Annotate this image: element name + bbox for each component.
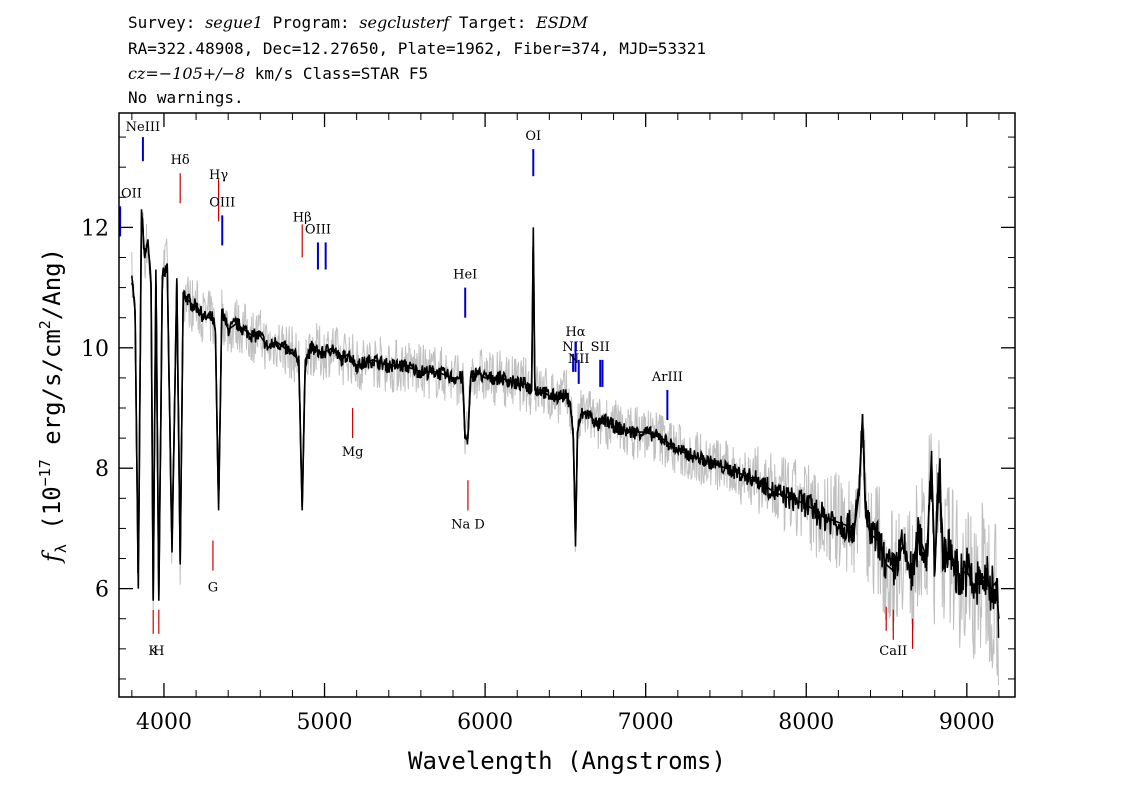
x-tick-label: 5000	[297, 710, 353, 735]
line-label: NII	[568, 352, 590, 367]
line-label: HeI	[453, 268, 477, 283]
plot-frame	[118, 112, 1016, 698]
x-tick-label: 7000	[618, 710, 674, 735]
program-value: segclusterf	[359, 13, 450, 32]
line-label: OIII	[305, 222, 331, 237]
line-label: H	[153, 644, 164, 659]
class-text: km/s Class=STAR F5	[245, 64, 429, 83]
x-tick-label: 4000	[136, 710, 192, 735]
plot-content: NeIIIHδHγOIIIHβOIIIOIHeINIIHαNIISIIArIII…	[119, 120, 1000, 686]
header-warnings: No warnings.	[128, 88, 244, 107]
program-label: Program:	[272, 13, 350, 32]
y-axis-label: fλ (10−17 erg/s/cm2/Ang)	[36, 248, 70, 564]
target-label: Target:	[458, 13, 527, 32]
cz-value: −105+/−8	[158, 64, 246, 83]
line-label: Hα	[565, 325, 585, 340]
y-label-exp: −17	[36, 459, 54, 486]
line-label: ArIII	[651, 370, 683, 385]
y-label-exp2: 2	[36, 320, 54, 329]
flux-series	[131, 214, 1000, 638]
cz-label: cz=	[128, 64, 159, 83]
line-label: OII	[121, 186, 142, 201]
x-tick-label: 8000	[778, 710, 834, 735]
line-label: Hγ	[209, 168, 228, 183]
x-axis-label: Wavelength (Angstroms)	[408, 747, 726, 775]
line-label: K	[148, 644, 158, 659]
y-tick-label: 10	[81, 337, 109, 362]
line-label: Mg	[342, 445, 364, 460]
y-label-pre: (10	[38, 486, 66, 544]
line-label: SII	[591, 340, 610, 355]
survey-value: segue1	[205, 13, 263, 32]
y-tick-label: 12	[81, 216, 109, 241]
line-label: CaII	[879, 644, 907, 659]
line-label: OI	[525, 129, 541, 144]
y-tick-label: 6	[95, 578, 109, 603]
line-label: NeIII	[126, 120, 160, 135]
header-line-3: cz=−105+/−8 km/s Class=STAR F5	[128, 64, 428, 83]
y-label-post: /Ang)	[38, 248, 66, 320]
x-tick-label: 6000	[457, 710, 513, 735]
line-label: Hδ	[171, 153, 190, 168]
line-label: Hβ	[293, 210, 312, 225]
error-series	[131, 212, 999, 686]
header-line-2: RA=322.48908, Dec=12.27650, Plate=1962, …	[128, 39, 706, 58]
header-line-1: Survey: segue1 Program: segclusterf Targ…	[128, 13, 588, 32]
y-label-mid: erg/s/cm	[38, 329, 66, 459]
line-label: G	[208, 581, 218, 596]
y-tick-label: 8	[95, 457, 109, 482]
line-label: NII	[562, 340, 584, 355]
target-value: ESDM	[536, 13, 588, 32]
line-label: Na D	[451, 517, 485, 532]
line-label: OIII	[209, 195, 235, 210]
svg-text:fλ (10−17 erg/s/cm2/Ang): fλ (10−17 erg/s/cm2/Ang)	[36, 248, 70, 564]
axis-ticks: 4000 5000 6000 7000 8000 9000 6 8 10 12	[81, 113, 1015, 735]
y-label-sub: λ	[52, 544, 70, 553]
survey-label: Survey:	[128, 13, 196, 32]
x-tick-label: 9000	[939, 710, 995, 735]
